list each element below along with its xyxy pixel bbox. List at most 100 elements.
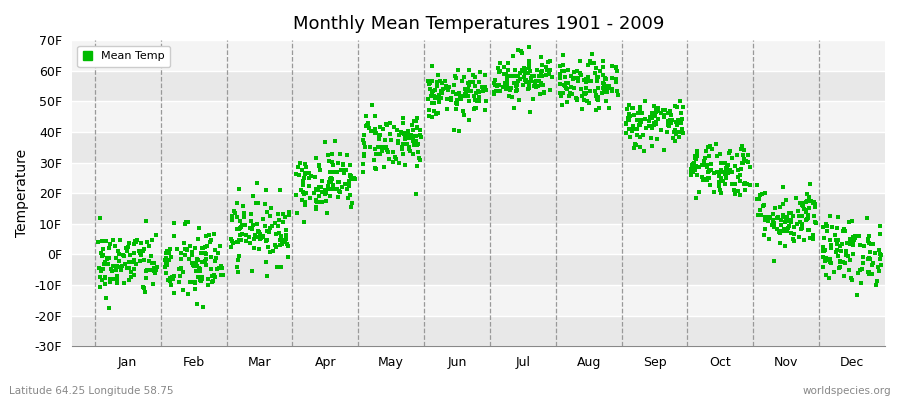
Point [92, 265, 106, 271]
Point [574, 85, 589, 92]
Point [831, 252, 845, 259]
Point [140, 239, 155, 245]
Point [230, 269, 245, 275]
Point [804, 181, 818, 188]
Point [689, 195, 704, 202]
Point [367, 157, 382, 163]
Point [298, 161, 312, 167]
Point [471, 88, 485, 94]
Point [448, 106, 463, 112]
Point [717, 160, 732, 166]
Point [297, 175, 311, 181]
Point [853, 241, 868, 248]
Point [649, 121, 663, 127]
Point [735, 143, 750, 150]
Point [567, 68, 581, 75]
Point [188, 280, 202, 286]
Point [661, 118, 675, 124]
Point [129, 239, 143, 246]
Point [488, 77, 502, 83]
Point [346, 175, 361, 182]
Point [190, 262, 204, 269]
Point [727, 163, 742, 170]
Point [194, 259, 209, 265]
Point [195, 274, 210, 280]
Point [868, 281, 883, 288]
Point [223, 236, 238, 242]
Point [109, 273, 123, 280]
Point [645, 124, 660, 131]
Point [589, 88, 603, 94]
Point [233, 225, 248, 231]
Point [162, 250, 176, 256]
Point [500, 78, 514, 84]
Point [461, 86, 475, 92]
Point [773, 217, 788, 223]
Point [272, 217, 286, 223]
Point [842, 240, 857, 247]
Point [463, 78, 477, 85]
Point [758, 190, 772, 196]
Point [509, 81, 524, 87]
Point [393, 129, 408, 136]
Point [394, 144, 409, 150]
Point [861, 269, 876, 276]
Point [509, 82, 524, 89]
Point [163, 274, 177, 281]
Point [449, 75, 464, 82]
Point [608, 78, 623, 84]
Point [158, 255, 173, 262]
Point [145, 260, 159, 266]
Point [688, 167, 702, 174]
Point [622, 116, 636, 123]
Point [507, 104, 521, 111]
Point [663, 120, 678, 126]
Point [737, 180, 751, 187]
Point [102, 305, 116, 312]
Point [580, 84, 594, 91]
Point [702, 182, 716, 188]
Point [567, 84, 581, 91]
Point [104, 268, 119, 274]
Point [816, 244, 831, 250]
Point [807, 203, 822, 210]
Point [334, 167, 348, 173]
Point [128, 238, 142, 244]
Point [554, 102, 569, 108]
Point [457, 92, 472, 99]
Point [194, 250, 208, 256]
Point [527, 82, 542, 89]
Point [506, 52, 520, 59]
Point [332, 187, 347, 194]
Point [238, 238, 253, 244]
Point [839, 248, 853, 254]
Point [404, 133, 419, 140]
Point [466, 92, 481, 99]
Point [426, 87, 440, 94]
Point [381, 149, 395, 155]
Point [372, 133, 386, 139]
Point [833, 264, 848, 271]
Point [599, 82, 614, 89]
Point [425, 78, 439, 84]
Point [638, 125, 652, 131]
Point [234, 237, 248, 243]
Point [375, 144, 390, 150]
Point [401, 130, 416, 137]
Point [119, 244, 133, 251]
Point [509, 82, 524, 88]
Point [199, 232, 213, 239]
Point [522, 65, 536, 71]
Point [336, 167, 350, 173]
Point [427, 108, 441, 114]
Point [400, 141, 414, 147]
Point [776, 201, 790, 208]
Point [656, 107, 670, 113]
Point [112, 258, 127, 264]
Point [308, 174, 322, 180]
Point [186, 262, 201, 268]
Point [790, 208, 805, 215]
Point [590, 96, 605, 103]
Point [412, 155, 427, 162]
Point [499, 86, 513, 92]
